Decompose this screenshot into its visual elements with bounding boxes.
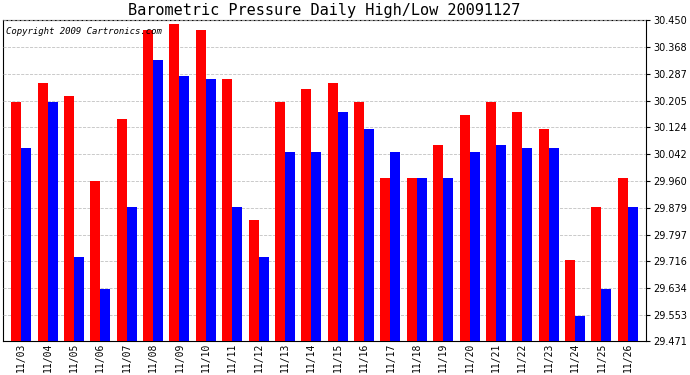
- Bar: [337, 112, 348, 342]
- Bar: [380, 178, 391, 342]
- Bar: [179, 76, 190, 342]
- Bar: [364, 129, 374, 342]
- Bar: [470, 152, 480, 342]
- Bar: [512, 112, 522, 342]
- Bar: [153, 60, 163, 342]
- Bar: [285, 152, 295, 342]
- Bar: [100, 289, 110, 342]
- Bar: [21, 148, 31, 342]
- Bar: [311, 152, 322, 342]
- Bar: [302, 89, 311, 342]
- Bar: [222, 80, 233, 342]
- Bar: [602, 289, 611, 342]
- Text: Copyright 2009 Cartronics.com: Copyright 2009 Cartronics.com: [6, 27, 162, 36]
- Bar: [259, 256, 268, 342]
- Bar: [539, 129, 549, 342]
- Bar: [170, 24, 179, 342]
- Bar: [143, 30, 153, 342]
- Bar: [11, 102, 21, 342]
- Bar: [433, 145, 443, 342]
- Bar: [618, 178, 628, 342]
- Bar: [522, 148, 533, 342]
- Title: Barometric Pressure Daily High/Low 20091127: Barometric Pressure Daily High/Low 20091…: [128, 3, 521, 18]
- Bar: [90, 181, 100, 342]
- Bar: [486, 102, 496, 342]
- Bar: [37, 82, 48, 342]
- Bar: [591, 207, 602, 342]
- Bar: [127, 207, 137, 342]
- Bar: [64, 96, 74, 342]
- Bar: [48, 102, 58, 342]
- Bar: [391, 152, 400, 342]
- Bar: [275, 102, 285, 342]
- Bar: [233, 207, 242, 342]
- Bar: [496, 145, 506, 342]
- Bar: [74, 256, 84, 342]
- Bar: [417, 178, 427, 342]
- Bar: [565, 260, 575, 342]
- Bar: [117, 119, 127, 342]
- Bar: [575, 315, 585, 342]
- Bar: [549, 148, 559, 342]
- Bar: [248, 220, 259, 342]
- Bar: [206, 80, 216, 342]
- Bar: [443, 178, 453, 342]
- Bar: [407, 178, 417, 342]
- Bar: [460, 116, 470, 342]
- Bar: [354, 102, 364, 342]
- Bar: [196, 30, 206, 342]
- Bar: [628, 207, 638, 342]
- Bar: [328, 82, 337, 342]
